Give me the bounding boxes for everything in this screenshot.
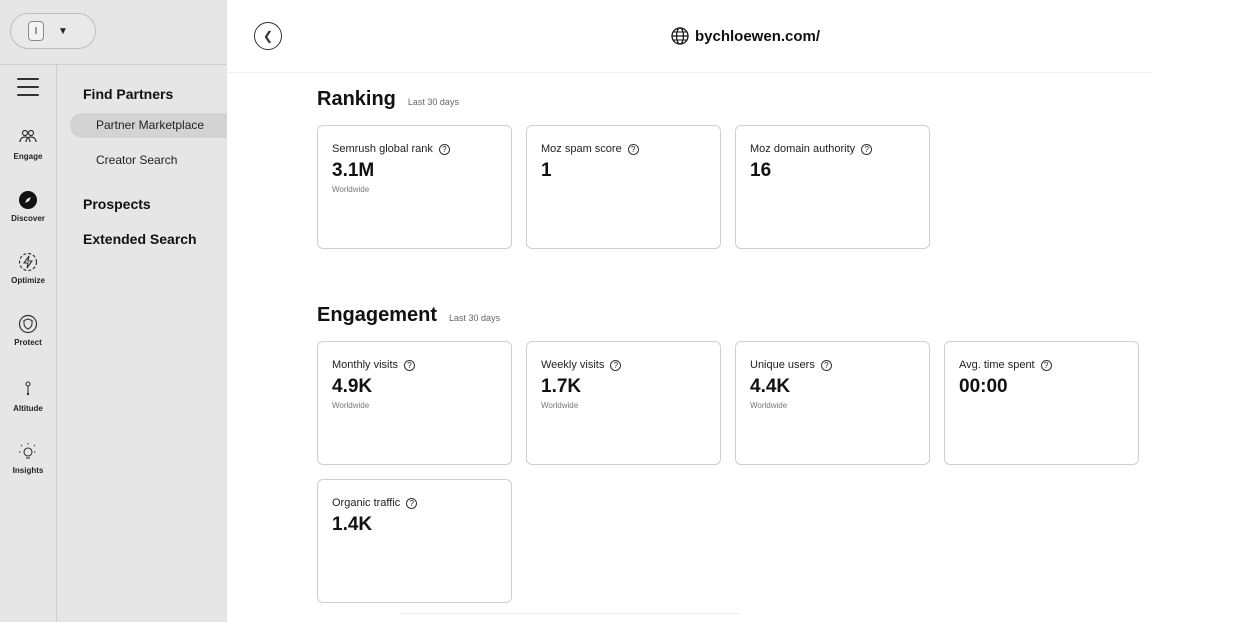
metric-value: 3.1M: [332, 160, 375, 181]
scroll-divider: [400, 613, 740, 614]
help-icon[interactable]: ?: [627, 143, 639, 155]
nav-label: Optimize: [11, 276, 45, 285]
nav-label: Protect: [14, 338, 42, 347]
metric-value: 16: [750, 160, 772, 181]
account-switcher[interactable]: I ▼: [10, 13, 96, 49]
nav-label: Insights: [12, 466, 44, 475]
nav-item-engage[interactable]: Engage: [0, 128, 56, 161]
metric-card-semrush-rank: Semrush global rank? 3.1M Worldwide: [317, 125, 512, 249]
metric-label: Avg. time spent: [959, 359, 1035, 371]
metric-value: 4.9K: [332, 376, 373, 397]
metric-label: Weekly visits: [541, 359, 605, 371]
section-period: Last 30 days: [449, 313, 501, 323]
metric-label: Unique users: [750, 359, 815, 371]
metric-card-weekly-visits: Weekly visits? 1.7K Worldwide: [526, 341, 721, 465]
metric-label: Monthly visits: [332, 359, 399, 371]
help-icon[interactable]: ?: [406, 497, 418, 509]
submenu-prospects[interactable]: Prospects: [83, 196, 151, 212]
section-heading: Engagement: [317, 304, 438, 326]
globe-icon: [671, 27, 689, 45]
nav-item-altitude[interactable]: Altitude: [0, 380, 56, 413]
metric-value: 00:00: [959, 376, 1008, 397]
metric-scope: Worldwide: [332, 401, 370, 410]
submenu-find-partners[interactable]: Find Partners: [83, 86, 174, 102]
metric-card-monthly-visits: Monthly visits? 4.9K Worldwide: [317, 341, 512, 465]
lightbulb-icon: [0, 442, 56, 464]
engagement-section-title: Engagement Last 30 days: [317, 304, 500, 327]
metric-card-unique-users: Unique users? 4.4K Worldwide: [735, 341, 930, 465]
metric-scope: Worldwide: [332, 185, 370, 194]
metric-value: 1.7K: [541, 376, 582, 397]
header-divider: [227, 72, 1152, 73]
nav-item-insights[interactable]: Insights: [0, 442, 56, 475]
ranking-section-title: Ranking Last 30 days: [317, 88, 459, 111]
nav-item-discover[interactable]: Discover: [0, 190, 56, 223]
compass-icon: [0, 190, 56, 212]
nav-label: Engage: [13, 152, 43, 161]
help-icon[interactable]: ?: [1040, 359, 1052, 371]
metric-card-organic-traffic: Organic traffic? 1.4K: [317, 479, 512, 603]
metric-label: Organic traffic: [332, 497, 401, 509]
altitude-icon: [0, 380, 56, 402]
nav-item-optimize[interactable]: Optimize: [0, 252, 56, 285]
metric-label: Moz spam score: [541, 143, 622, 155]
help-icon[interactable]: ?: [404, 359, 416, 371]
nav-label: Altitude: [13, 404, 43, 413]
metric-scope: Worldwide: [541, 401, 579, 410]
metric-value: 4.4K: [750, 376, 791, 397]
back-button[interactable]: ❮: [254, 22, 282, 50]
account-avatar: I: [28, 21, 44, 41]
metric-card-avg-time: Avg. time spent? 00:00: [944, 341, 1139, 465]
domain-header: bychloewen.com/: [671, 27, 820, 45]
people-icon: [0, 128, 56, 150]
domain-text: bychloewen.com/: [695, 27, 821, 45]
lightning-icon: [0, 252, 56, 274]
help-icon[interactable]: ?: [610, 359, 622, 371]
metric-scope: Worldwide: [750, 401, 788, 410]
nav-item-protect[interactable]: Protect: [0, 314, 56, 347]
section-heading: Ranking: [317, 88, 396, 110]
rail-divider: [56, 65, 57, 622]
shield-icon: [0, 314, 56, 336]
metric-value: 1: [541, 160, 552, 181]
submenu-partner-marketplace[interactable]: Partner Marketplace: [96, 118, 205, 132]
metric-label: Semrush global rank: [332, 143, 433, 155]
nav-label: Discover: [11, 214, 45, 223]
left-rail: I ▼ Engage Discover Optimize Protect: [0, 0, 227, 622]
help-icon[interactable]: ?: [438, 143, 450, 155]
submenu-creator-search[interactable]: Creator Search: [96, 153, 178, 167]
metric-label: Moz domain authority: [750, 143, 856, 155]
submenu-extended-search[interactable]: Extended Search: [83, 231, 197, 247]
submenu-active-highlight: [70, 113, 227, 138]
help-icon[interactable]: ?: [820, 359, 832, 371]
help-icon[interactable]: ?: [861, 143, 873, 155]
metric-card-moz-authority: Moz domain authority? 16: [735, 125, 930, 249]
section-period: Last 30 days: [407, 97, 459, 107]
chevron-down-icon: ▼: [58, 25, 68, 37]
metric-value: 1.4K: [332, 514, 373, 535]
rail-divider: [0, 64, 227, 65]
menu-icon[interactable]: [17, 78, 39, 96]
chevron-left-icon: ❮: [262, 29, 274, 43]
metric-card-moz-spam: Moz spam score? 1: [526, 125, 721, 249]
